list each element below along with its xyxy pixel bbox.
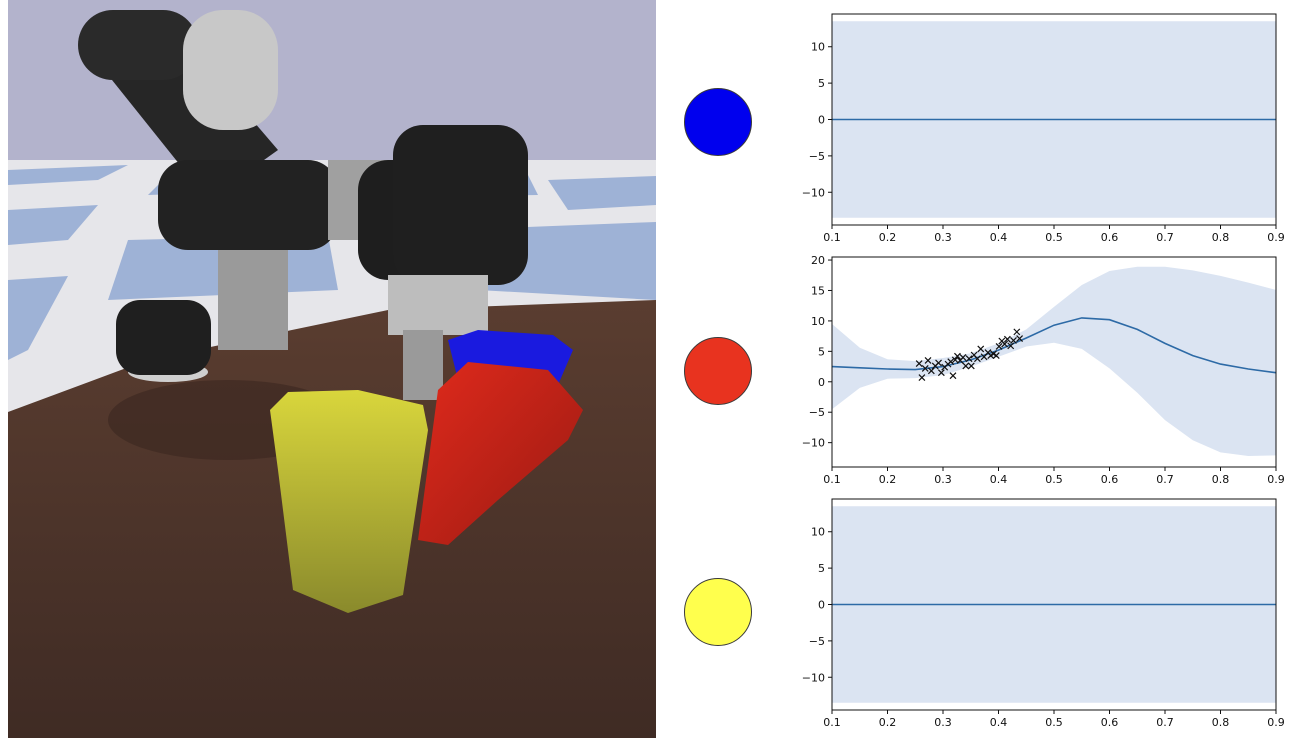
y-tick-label: −5 bbox=[809, 406, 825, 419]
y-tick-label: 10 bbox=[811, 526, 825, 539]
yellow-object bbox=[270, 390, 428, 613]
x-tick-label: 0.9 bbox=[1267, 473, 1285, 486]
y-tick-label: −10 bbox=[802, 186, 825, 199]
observation-point bbox=[1010, 336, 1017, 344]
blue-legend-circle bbox=[684, 88, 752, 156]
x-tick-label: 0.3 bbox=[934, 231, 952, 244]
x-tick-label: 0.4 bbox=[990, 231, 1008, 244]
chart-2: 0.1 0.2 0.3 0.4 0.5 0.6 0.7 0.8 0.9 −10 −5 0 5 10 15 20 bbox=[802, 254, 1285, 486]
y-tick-label: 10 bbox=[811, 41, 825, 54]
x-tick-label: 0.2 bbox=[879, 716, 897, 729]
y-tick-label: 5 bbox=[818, 562, 825, 575]
robot-arm bbox=[78, 10, 528, 400]
robot-scene-image bbox=[8, 0, 656, 738]
y-tick-label: 5 bbox=[818, 77, 825, 90]
observation-point bbox=[1001, 340, 1009, 348]
chart-1: 0.1 0.2 0.3 0.4 0.5 0.6 0.7 0.8 0.9 −10 −5 0 5 10 bbox=[802, 13, 1285, 244]
y-tick-label: −10 bbox=[802, 671, 825, 684]
observation-point bbox=[995, 343, 1003, 350]
x-tick-label: 0.5 bbox=[1045, 231, 1063, 244]
y-tick-label: 0 bbox=[818, 114, 825, 127]
mean-line bbox=[831, 317, 1277, 374]
observation-point bbox=[937, 369, 945, 377]
x-tick-label: 0.5 bbox=[1045, 473, 1063, 486]
observation-point bbox=[954, 352, 961, 360]
x-tick-label: 0.3 bbox=[934, 716, 952, 729]
x-tick-label: 0.6 bbox=[1101, 473, 1119, 486]
x-tick-label: 0.7 bbox=[1156, 716, 1174, 729]
observation-point bbox=[1013, 328, 1021, 336]
observation-point bbox=[921, 364, 929, 372]
x-tick-label: 0.8 bbox=[1212, 231, 1230, 244]
x-tick-label: 0.6 bbox=[1101, 716, 1119, 729]
observation-point bbox=[935, 359, 942, 367]
x-tick-label: 0.2 bbox=[879, 231, 897, 244]
observation-point bbox=[977, 345, 985, 353]
x-tick-label: 0.6 bbox=[1101, 231, 1119, 244]
x-tick-label: 0.8 bbox=[1212, 473, 1230, 486]
observation-point bbox=[915, 360, 923, 367]
observation-point bbox=[924, 357, 932, 364]
x-tick-label: 0.9 bbox=[1267, 716, 1285, 729]
observation-point bbox=[967, 362, 975, 370]
y-tick-label: 20 bbox=[811, 254, 825, 267]
x-tick-label: 0.3 bbox=[934, 473, 952, 486]
observation-point bbox=[918, 374, 926, 381]
observation-point bbox=[947, 358, 955, 366]
observation-point bbox=[927, 367, 935, 375]
x-tick-label: 0.4 bbox=[990, 473, 1008, 486]
observation-point bbox=[1007, 342, 1015, 350]
observation-point bbox=[1003, 335, 1011, 343]
y-tick-label: 5 bbox=[818, 345, 825, 358]
confidence-band bbox=[832, 266, 1276, 456]
yellow-legend-circle bbox=[684, 578, 752, 646]
observation-point bbox=[965, 355, 973, 363]
observation-point bbox=[973, 355, 981, 363]
x-tick-label: 0.7 bbox=[1156, 473, 1174, 486]
y-tick-label: −5 bbox=[809, 150, 825, 163]
x-tick-label: 0.7 bbox=[1156, 231, 1174, 244]
observation-point bbox=[992, 352, 1000, 360]
observation-point bbox=[949, 372, 957, 380]
x-tick-label: 0.8 bbox=[1212, 716, 1230, 729]
x-tick-label: 0.2 bbox=[879, 473, 897, 486]
observation-point bbox=[959, 354, 967, 361]
x-tick-label: 0.4 bbox=[990, 716, 1008, 729]
y-tick-label: 0 bbox=[818, 376, 825, 389]
y-tick-label: 15 bbox=[811, 284, 825, 297]
x-tick-label: 0.9 bbox=[1267, 231, 1285, 244]
x-tick-label: 0.1 bbox=[823, 716, 841, 729]
x-tick-label: 0.1 bbox=[823, 231, 841, 244]
y-tick-label: 0 bbox=[818, 599, 825, 612]
y-tick-label: −5 bbox=[809, 635, 825, 648]
observation-point bbox=[1016, 335, 1024, 342]
y-tick-label: 10 bbox=[811, 315, 825, 328]
red-object bbox=[418, 362, 583, 545]
red-legend-circle bbox=[684, 337, 752, 405]
observation-point bbox=[962, 362, 970, 370]
x-tick-label: 0.1 bbox=[823, 473, 841, 486]
y-tick-label: −10 bbox=[802, 437, 825, 450]
chart-3: 0.1 0.2 0.3 0.4 0.5 0.6 0.7 0.8 0.9 −10 −5 0 5 10 bbox=[802, 498, 1285, 729]
x-tick-label: 0.5 bbox=[1045, 716, 1063, 729]
